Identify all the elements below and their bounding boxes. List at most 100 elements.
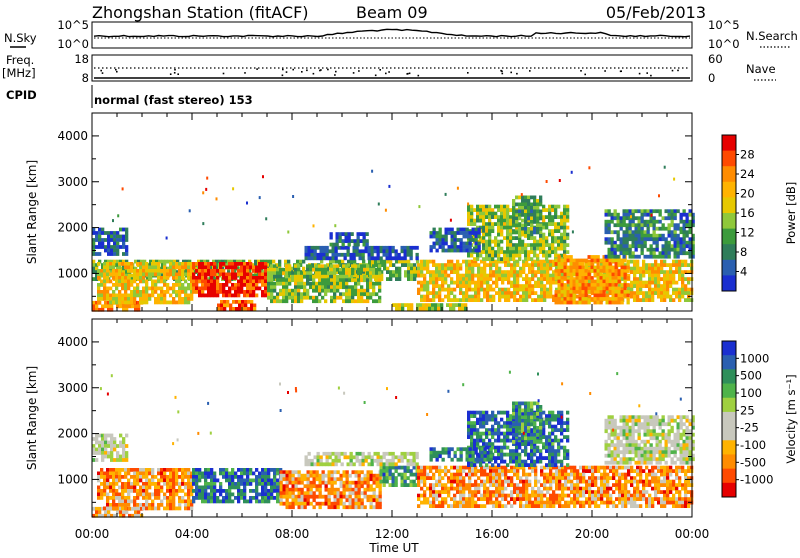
data-cell bbox=[500, 226, 503, 230]
data-cell bbox=[474, 291, 477, 295]
data-cell bbox=[300, 282, 303, 286]
data-cell bbox=[319, 484, 322, 488]
data-cell bbox=[112, 493, 115, 497]
data-cell bbox=[103, 294, 106, 298]
data-cell bbox=[116, 252, 119, 256]
data-cell bbox=[543, 284, 546, 288]
data-cell bbox=[366, 289, 369, 293]
data-cell bbox=[330, 282, 333, 286]
data-cell bbox=[510, 291, 513, 295]
data-cell bbox=[109, 482, 112, 486]
data-cell bbox=[672, 288, 675, 292]
data-cell bbox=[329, 256, 332, 260]
data-cell bbox=[626, 244, 629, 248]
data-cell bbox=[620, 241, 623, 245]
data-cell bbox=[369, 282, 372, 286]
data-cell bbox=[543, 288, 546, 292]
data-cell bbox=[157, 269, 160, 273]
data-cell bbox=[494, 236, 497, 240]
data-cell bbox=[557, 236, 560, 240]
data-cell bbox=[292, 470, 295, 474]
data-cell bbox=[278, 263, 281, 267]
data-cell bbox=[187, 496, 190, 500]
data-cell bbox=[494, 215, 497, 219]
data-cell bbox=[611, 237, 614, 241]
data-cell bbox=[243, 283, 246, 287]
data-cell bbox=[686, 223, 689, 227]
data-cell bbox=[460, 231, 463, 235]
data-cell bbox=[334, 481, 337, 485]
data-cell bbox=[554, 236, 557, 240]
data-cell bbox=[542, 208, 545, 212]
data-cell bbox=[579, 294, 582, 298]
data-cell bbox=[363, 299, 366, 303]
data-cell bbox=[567, 290, 570, 294]
data-cell bbox=[494, 222, 497, 226]
data-cell bbox=[642, 267, 645, 271]
data-cell bbox=[234, 266, 237, 270]
data-cell bbox=[326, 246, 329, 250]
data-cell bbox=[163, 496, 166, 500]
data-cell bbox=[524, 250, 527, 254]
data-cell bbox=[172, 482, 175, 486]
data-cell bbox=[222, 273, 225, 277]
data-cell bbox=[243, 280, 246, 284]
data-cell bbox=[118, 472, 121, 476]
data-cell bbox=[110, 437, 113, 441]
data-cell bbox=[630, 284, 633, 288]
data-cell bbox=[450, 267, 453, 271]
data-cell bbox=[689, 251, 692, 255]
data-cell bbox=[270, 486, 273, 490]
data-cell bbox=[358, 505, 361, 509]
data-cell bbox=[100, 482, 103, 486]
data-cell bbox=[340, 477, 343, 481]
data-cell bbox=[473, 222, 476, 226]
data-cell bbox=[401, 249, 404, 253]
data-cell bbox=[295, 484, 298, 488]
data-cell bbox=[410, 277, 413, 281]
data-cell bbox=[624, 290, 627, 294]
data-cell bbox=[113, 252, 116, 256]
data-cell bbox=[204, 475, 207, 479]
data-cell bbox=[686, 234, 689, 238]
data-cell bbox=[216, 276, 219, 280]
data-cell bbox=[198, 287, 201, 291]
data-cell bbox=[451, 228, 454, 232]
data-cell bbox=[166, 507, 169, 511]
data-cell bbox=[121, 273, 124, 277]
data-cell bbox=[231, 294, 234, 298]
data-cell bbox=[579, 301, 582, 305]
data-cell bbox=[615, 262, 618, 266]
data-cell bbox=[151, 507, 154, 511]
data-cell bbox=[107, 304, 110, 308]
data-cell bbox=[243, 482, 246, 486]
data-cell bbox=[389, 249, 392, 253]
data-cell bbox=[258, 472, 261, 476]
data-cell bbox=[136, 489, 139, 493]
data-cell bbox=[445, 193, 447, 196]
data-cell bbox=[121, 294, 124, 298]
data-cell bbox=[282, 271, 285, 275]
data-cell bbox=[689, 230, 692, 234]
data-cell bbox=[566, 236, 569, 240]
data-cell bbox=[636, 260, 639, 264]
data-cell bbox=[666, 277, 669, 281]
data-cell bbox=[478, 231, 481, 235]
data-cell bbox=[318, 271, 321, 275]
data-cell bbox=[657, 281, 660, 285]
data-cell bbox=[521, 219, 524, 223]
data-cell bbox=[557, 205, 560, 209]
data-cell bbox=[615, 301, 618, 305]
data-cell bbox=[488, 250, 491, 254]
data-cell bbox=[187, 482, 190, 486]
data-cell bbox=[181, 266, 184, 270]
data-cell bbox=[357, 264, 360, 268]
data-cell bbox=[448, 231, 451, 235]
data-cell bbox=[335, 249, 338, 253]
data-cell bbox=[488, 257, 491, 261]
data-cell bbox=[539, 213, 542, 217]
data-cell bbox=[456, 284, 459, 288]
nave-dot bbox=[604, 70, 606, 72]
data-cell bbox=[148, 273, 151, 277]
data-cell bbox=[343, 470, 346, 474]
